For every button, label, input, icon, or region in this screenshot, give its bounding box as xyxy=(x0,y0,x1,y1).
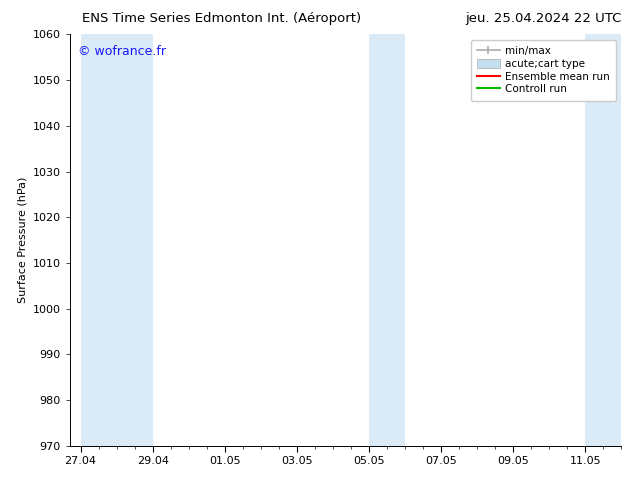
Text: jeu. 25.04.2024 22 UTC: jeu. 25.04.2024 22 UTC xyxy=(465,12,621,25)
Text: ENS Time Series Edmonton Int. (Aéroport): ENS Time Series Edmonton Int. (Aéroport) xyxy=(82,12,361,25)
Legend: min/max, acute;cart type, Ensemble mean run, Controll run: min/max, acute;cart type, Ensemble mean … xyxy=(470,40,616,101)
Bar xyxy=(585,34,621,446)
Bar xyxy=(81,34,153,446)
Bar xyxy=(369,34,405,446)
Y-axis label: Surface Pressure (hPa): Surface Pressure (hPa) xyxy=(17,177,27,303)
Text: © wofrance.fr: © wofrance.fr xyxy=(78,45,166,58)
